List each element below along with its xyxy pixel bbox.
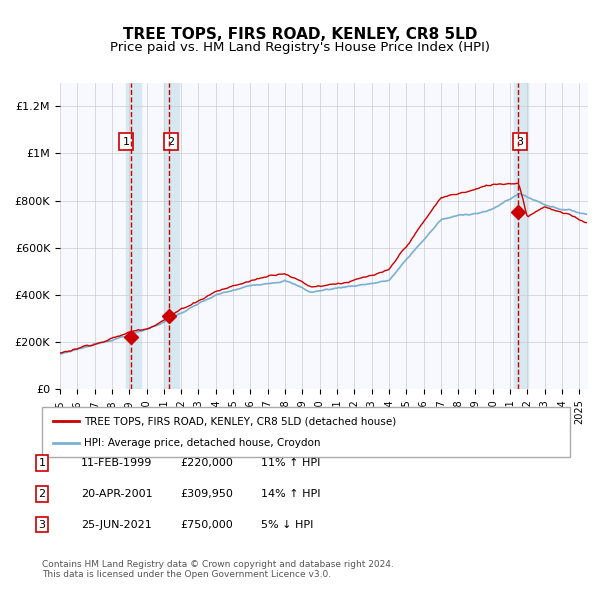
Text: 20-APR-2001: 20-APR-2001 bbox=[81, 489, 152, 499]
Bar bbox=[127, 83, 140, 389]
Text: 11% ↑ HPI: 11% ↑ HPI bbox=[261, 458, 320, 468]
Text: £750,000: £750,000 bbox=[180, 520, 233, 529]
Text: 1: 1 bbox=[122, 137, 130, 146]
Text: 1: 1 bbox=[38, 458, 46, 468]
Text: 3: 3 bbox=[517, 137, 524, 146]
Bar bbox=[164, 83, 179, 389]
Text: £309,950: £309,950 bbox=[180, 489, 233, 499]
FancyBboxPatch shape bbox=[42, 407, 570, 457]
Text: HPI: Average price, detached house, Croydon: HPI: Average price, detached house, Croy… bbox=[84, 438, 321, 448]
Text: £220,000: £220,000 bbox=[180, 458, 233, 468]
Text: TREE TOPS, FIRS ROAD, KENLEY, CR8 5LD: TREE TOPS, FIRS ROAD, KENLEY, CR8 5LD bbox=[123, 27, 477, 41]
Text: 2: 2 bbox=[38, 489, 46, 499]
Text: Price paid vs. HM Land Registry's House Price Index (HPI): Price paid vs. HM Land Registry's House … bbox=[110, 41, 490, 54]
Text: 5% ↓ HPI: 5% ↓ HPI bbox=[261, 520, 313, 529]
Text: TREE TOPS, FIRS ROAD, KENLEY, CR8 5LD (detached house): TREE TOPS, FIRS ROAD, KENLEY, CR8 5LD (d… bbox=[84, 416, 397, 426]
Bar bbox=[514, 83, 528, 389]
Text: 2: 2 bbox=[167, 137, 175, 146]
Text: 14% ↑ HPI: 14% ↑ HPI bbox=[261, 489, 320, 499]
Text: 11-FEB-1999: 11-FEB-1999 bbox=[81, 458, 152, 468]
Text: 25-JUN-2021: 25-JUN-2021 bbox=[81, 520, 152, 529]
Text: Contains HM Land Registry data © Crown copyright and database right 2024.
This d: Contains HM Land Registry data © Crown c… bbox=[42, 560, 394, 579]
Text: 3: 3 bbox=[38, 520, 46, 529]
